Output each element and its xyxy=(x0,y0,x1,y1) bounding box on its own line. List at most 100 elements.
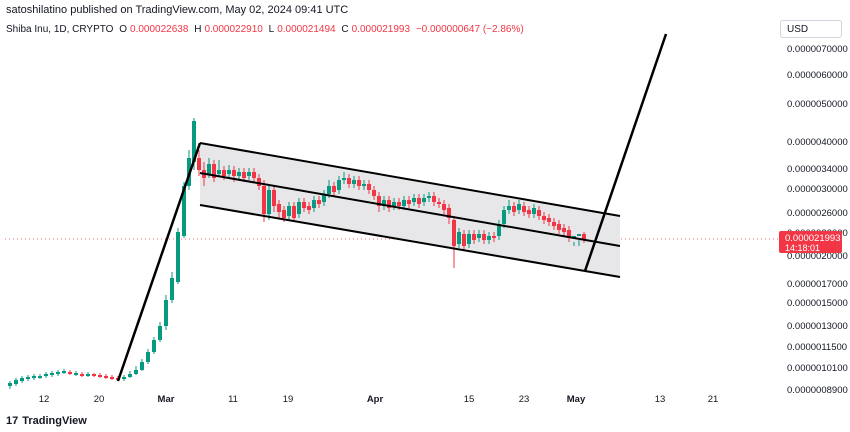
candle-up xyxy=(32,376,36,378)
channel-upper-line[interactable] xyxy=(199,142,621,217)
time-axis-label: 11 xyxy=(228,394,238,405)
low-label: L xyxy=(268,24,275,35)
candle-down xyxy=(512,206,516,212)
time-axis-label: 12 xyxy=(39,394,50,405)
price-axis-label: 0.0000015000 xyxy=(787,298,848,309)
candle-up xyxy=(176,232,180,282)
time-axis-label: 19 xyxy=(283,394,294,405)
candle-up xyxy=(8,383,12,386)
candle-down xyxy=(562,228,566,232)
projection-line[interactable] xyxy=(583,33,668,272)
price-axis-label: 0.0000008900 xyxy=(787,385,848,396)
price-axis-label: 0.0000013000 xyxy=(787,321,848,332)
candle-down xyxy=(80,374,84,376)
candle-up xyxy=(287,206,291,216)
candle-up xyxy=(56,372,60,374)
candle-down xyxy=(367,184,371,190)
change-value: −0.000000647 (−2.86%) xyxy=(415,24,524,35)
price-axis-label: 0.0000050000 xyxy=(787,99,848,110)
tradingview-mark-icon: 17 xyxy=(6,415,19,427)
price-axis-label: 0.0000010100 xyxy=(787,363,848,374)
candle-up xyxy=(44,374,48,376)
candle-up xyxy=(467,234,471,244)
candle-down xyxy=(222,170,226,176)
high-value: 0.000022910 xyxy=(204,24,263,35)
candle-up xyxy=(427,196,431,198)
channel-middle-line[interactable] xyxy=(199,172,621,247)
candle-up xyxy=(20,378,24,381)
candle-down xyxy=(482,234,486,240)
candle-up xyxy=(128,374,132,377)
candle-up xyxy=(158,326,162,340)
time-axis-label: 13 xyxy=(655,394,666,405)
price-axis-label: 0.0000030000 xyxy=(787,184,848,195)
low-value: 0.000021494 xyxy=(277,24,336,35)
candle-down xyxy=(527,210,531,214)
candle-up xyxy=(170,278,174,300)
candle-up xyxy=(392,202,396,206)
candle-down xyxy=(437,202,441,204)
time-axis-label: May xyxy=(567,394,586,405)
candle-up xyxy=(122,377,126,379)
symbol-label[interactable]: Shiba Inu, 1D, CRYPTO xyxy=(6,24,114,35)
candle-down xyxy=(397,202,401,206)
candle-down xyxy=(462,234,466,246)
candle-down xyxy=(557,224,561,230)
candle-up xyxy=(337,180,341,190)
candle-down xyxy=(292,206,296,218)
candle-up xyxy=(74,373,78,375)
candle-up xyxy=(146,352,150,362)
candle-up xyxy=(502,210,506,224)
flagpole-line[interactable] xyxy=(116,142,202,382)
tradingview-logo[interactable]: 17 TradingView xyxy=(6,415,87,427)
currency-selector[interactable]: USD xyxy=(780,20,842,38)
candle-down xyxy=(242,172,246,178)
candle-up xyxy=(217,170,221,174)
candle-up xyxy=(312,200,316,208)
candle-down xyxy=(302,202,306,208)
candle-down xyxy=(317,200,321,204)
candle-up xyxy=(164,300,168,326)
candle-up xyxy=(517,204,521,210)
candle-up xyxy=(237,172,241,176)
candle-down xyxy=(372,190,376,196)
candle-up xyxy=(192,121,196,162)
channel-lower-line[interactable] xyxy=(199,204,621,278)
publisher-header: satoshilatino published on TradingView.c… xyxy=(6,4,349,16)
candle-up xyxy=(152,340,156,352)
candle-down xyxy=(347,178,351,184)
candle-up xyxy=(38,376,42,378)
open-label: O xyxy=(119,24,128,35)
candle-down xyxy=(582,234,586,239)
time-axis-label: Apr xyxy=(367,394,384,405)
price-axis-label: 0.0000020000 xyxy=(787,251,848,262)
candle-up xyxy=(140,362,144,370)
candle-down xyxy=(552,222,556,226)
candle-down xyxy=(307,206,311,210)
candle-down xyxy=(472,234,476,240)
candle-down xyxy=(68,372,72,374)
candle-up xyxy=(532,208,536,214)
candle-down xyxy=(257,178,261,186)
candle-down xyxy=(387,200,391,208)
candle-down xyxy=(262,186,266,214)
candle-down xyxy=(282,210,286,218)
price-axis-label: 0.0000034000 xyxy=(787,164,848,175)
candle-up xyxy=(50,373,54,375)
tradingview-wordmark: TradingView xyxy=(22,415,87,427)
candle-down xyxy=(537,210,541,216)
candle-down xyxy=(522,206,526,212)
high-label: H xyxy=(194,24,202,35)
candle-up xyxy=(412,198,416,202)
candle-down xyxy=(417,198,421,204)
ohlc-legend: Shiba Inu, 1D, CRYPTO O 0.000022638 H 0.00… xyxy=(6,24,527,35)
close-label: C xyxy=(341,24,349,35)
candle-down xyxy=(567,230,571,238)
close-value: 0.000021993 xyxy=(351,24,411,35)
candle-down xyxy=(442,204,446,210)
candle-down xyxy=(547,218,551,222)
candle-up xyxy=(382,200,386,206)
price-axis-label: 0.0000060000 xyxy=(787,70,848,81)
candle-down xyxy=(332,186,336,192)
